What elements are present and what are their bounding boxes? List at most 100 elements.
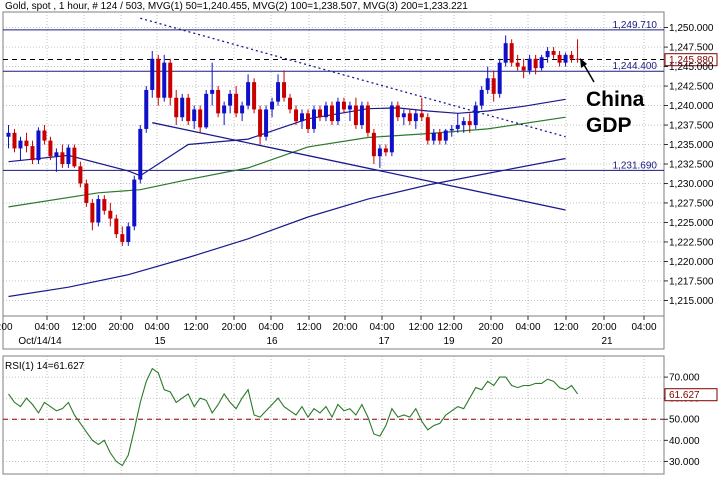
rsi-tick-label: 40.000: [669, 436, 700, 447]
price-tick-label: 1,235.000: [669, 140, 714, 151]
candle: [78, 161, 83, 188]
time-label: 12:00: [296, 322, 321, 333]
candle-body: [270, 101, 275, 110]
annotation-arrowhead: [580, 58, 587, 68]
candle: [6, 125, 11, 149]
candle: [533, 54, 538, 75]
candle: [108, 202, 113, 227]
candle: [24, 132, 29, 153]
candle: [294, 105, 299, 126]
candle-body: [317, 109, 322, 118]
candle-body: [371, 132, 376, 157]
candle-body: [545, 50, 550, 58]
candle: [234, 86, 239, 118]
candle: [222, 101, 227, 126]
candle-body: [395, 105, 400, 118]
candle-body: [210, 89, 215, 94]
candle: [437, 128, 442, 145]
candle-body: [66, 147, 71, 164]
date-label: Oct/14/14: [18, 336, 62, 347]
candle-body: [335, 101, 340, 122]
candle: [329, 101, 334, 126]
candle-body: [491, 78, 496, 94]
candle: [395, 101, 400, 122]
candle-body: [521, 66, 526, 71]
candle: [96, 195, 101, 227]
time-label: 04:00: [515, 322, 540, 333]
annotation-line-2: GDP: [586, 114, 632, 137]
candle: [341, 97, 346, 114]
candle-body: [347, 105, 352, 110]
candle: [186, 93, 191, 126]
candle-body: [533, 58, 538, 69]
candle: [551, 47, 556, 59]
candle: [306, 109, 310, 133]
candle-body: [30, 146, 35, 161]
candle: [72, 144, 77, 168]
candle: [162, 54, 167, 102]
candles: [6, 35, 580, 246]
candle: [42, 125, 47, 145]
candle-body: [150, 58, 155, 90]
candle-body: [294, 109, 299, 122]
time-label: 12:00: [183, 322, 208, 333]
candle-body: [311, 109, 316, 129]
time-label: 12:00: [408, 322, 433, 333]
candle-body: [497, 62, 502, 94]
candle: [317, 105, 322, 122]
candle: [527, 54, 532, 75]
candle-body: [156, 58, 161, 98]
candle: [270, 97, 275, 118]
candle: [48, 136, 53, 161]
candle: [425, 113, 430, 145]
candle-body: [72, 147, 77, 167]
price-tick-label: 1,225.000: [669, 218, 714, 229]
candle: [443, 128, 448, 145]
candle-body: [168, 62, 173, 98]
candle-body: [132, 179, 137, 227]
candle-body: [431, 132, 436, 141]
level-label: 1,249.710: [613, 20, 658, 31]
date-label: 16: [266, 336, 278, 347]
candle: [54, 148, 59, 172]
candle: [264, 105, 269, 141]
price-tick-label: 1,215.000: [669, 296, 714, 307]
candle-body: [48, 140, 53, 157]
candle-body: [563, 54, 568, 63]
price-tick-label: 1,240.000: [669, 101, 714, 112]
candle-body: [252, 82, 257, 110]
candle-body: [114, 218, 119, 235]
trendlines: [140, 17, 566, 211]
candle: [180, 93, 185, 122]
candle-body: [126, 226, 131, 242]
candle-body: [228, 93, 233, 106]
candle-body: [6, 132, 11, 137]
candle: [521, 58, 526, 79]
time-label: 04:00: [369, 322, 394, 333]
candle-body: [443, 130, 448, 141]
candle: [371, 128, 376, 164]
time-label: 20:00: [332, 322, 357, 333]
candle-body: [264, 109, 269, 137]
candle-body: [383, 148, 388, 153]
candle: [485, 66, 490, 94]
candle: [557, 50, 562, 67]
time-label: 12:00: [553, 322, 578, 333]
candle-body: [509, 43, 514, 63]
candle: [210, 62, 215, 106]
last-value-label: 1,245.880: [669, 55, 714, 66]
candle-body: [186, 97, 191, 122]
time-label: 04:00: [144, 322, 169, 333]
level-label: 1,244.400: [613, 61, 658, 72]
price-tick-label: 1,230.000: [669, 179, 714, 190]
candle: [192, 105, 197, 129]
candle: [66, 144, 71, 168]
candle-body: [413, 113, 418, 122]
candle-body: [569, 54, 574, 59]
chart-title: Gold, spot , 1 hour, # 124 / 503, MVG(1)…: [5, 1, 468, 12]
candle-body: [575, 58, 580, 60]
date-label: 19: [443, 336, 455, 347]
price-tick-label: 1,227.500: [669, 198, 714, 209]
candle-body: [144, 89, 149, 129]
candle-body: [138, 128, 143, 180]
